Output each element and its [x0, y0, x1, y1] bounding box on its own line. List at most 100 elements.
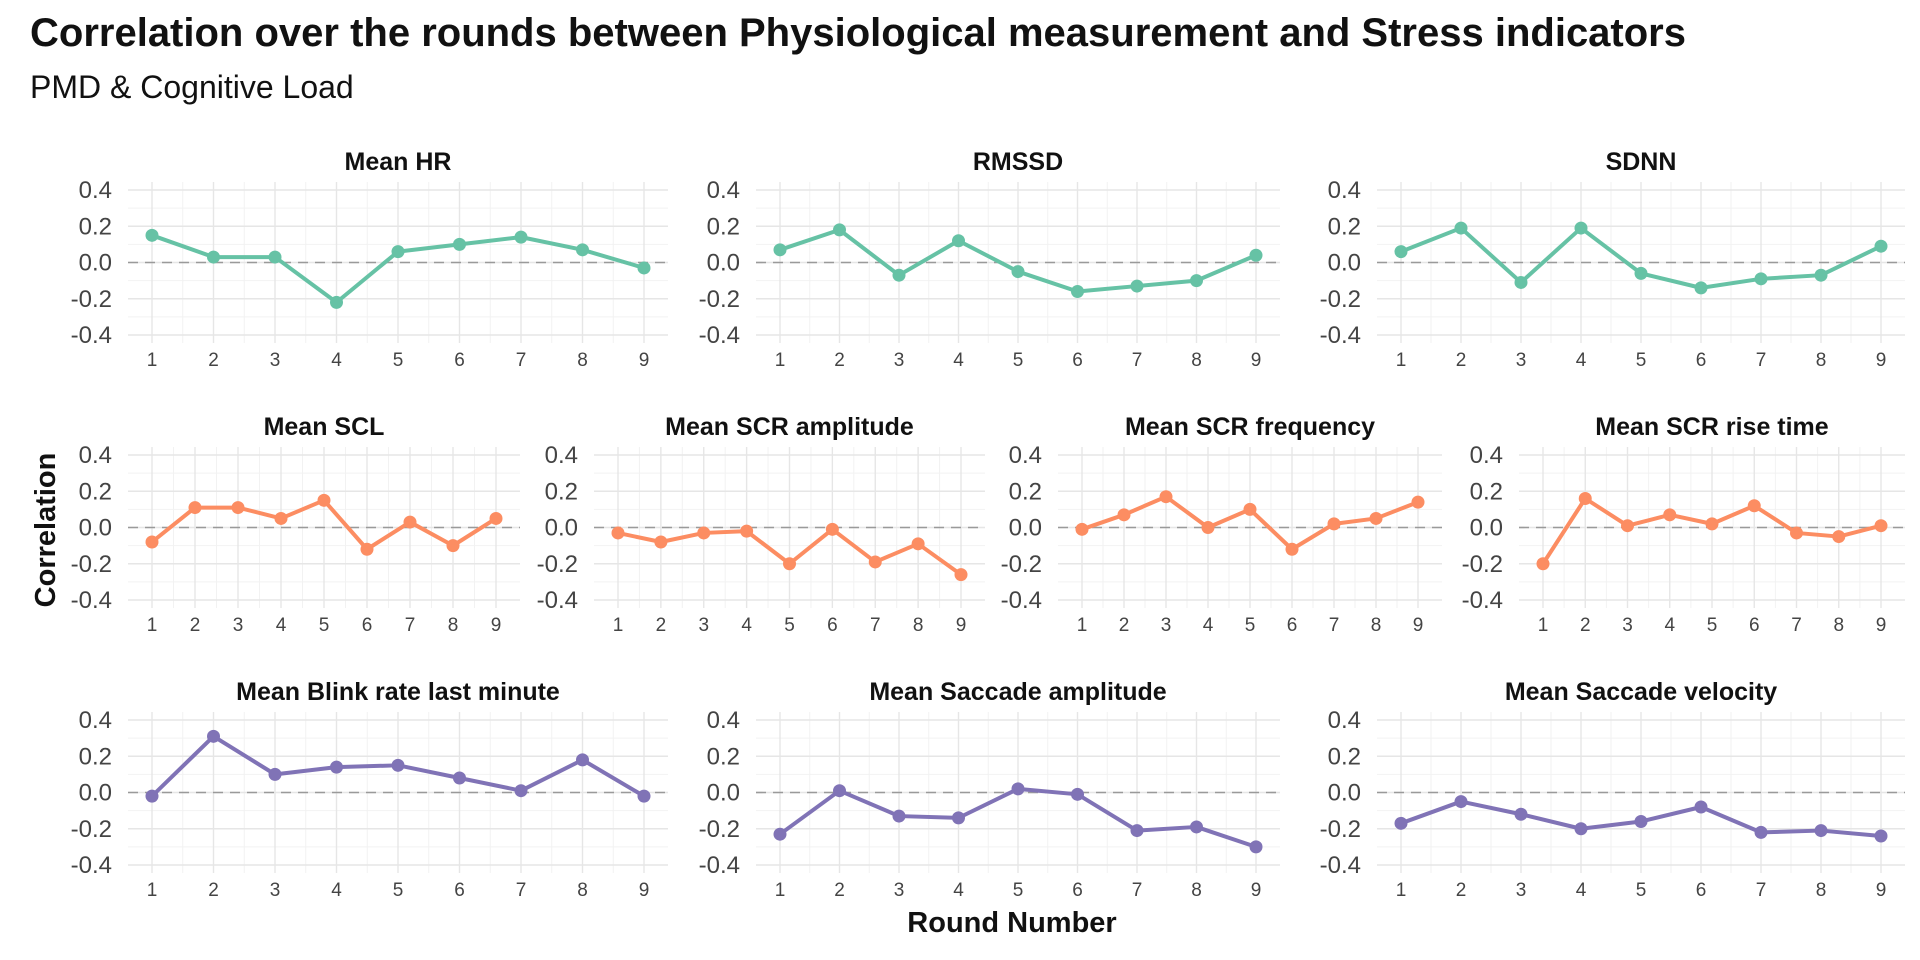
data-point — [833, 784, 846, 798]
y-tick-label: 0.0 — [707, 250, 740, 277]
x-tick-label: 1 — [775, 880, 786, 901]
data-point — [403, 515, 417, 529]
x-tick-label: 5 — [1636, 350, 1647, 371]
data-point — [514, 230, 528, 244]
data-point — [514, 784, 528, 798]
panel-mean-blink-rate-last-minute: Mean Blink rate last minute 0.4 0.2 0.0 -0.2… — [71, 678, 668, 901]
x-tick-label: 4 — [1576, 350, 1587, 371]
data-point — [145, 535, 159, 549]
x-tick-label: 3 — [1516, 880, 1527, 901]
data-point — [1071, 285, 1084, 298]
data-point — [1874, 519, 1888, 533]
x-tick-label: 7 — [1329, 615, 1340, 636]
x-tick-label: 5 — [784, 615, 795, 636]
data-point — [1071, 787, 1084, 801]
x-tick-label: 9 — [639, 880, 650, 901]
x-tick-label: 4 — [1576, 880, 1587, 901]
x-tick-label: 7 — [405, 615, 416, 636]
y-tick-label: 0.2 — [1328, 743, 1361, 770]
panel-title: Mean SCR rise time — [1595, 413, 1829, 441]
data-point — [1578, 492, 1592, 505]
y-tick-label: -0.2 — [1320, 286, 1361, 313]
x-tick-label: 9 — [491, 615, 502, 636]
data-point — [1514, 275, 1528, 289]
x-tick-label: 7 — [1756, 880, 1767, 901]
y-tick-label: 0.4 — [707, 177, 740, 204]
data-point — [833, 223, 846, 237]
x-tick-label: 2 — [208, 880, 219, 901]
data-point — [1621, 519, 1634, 533]
x-tick-label: 8 — [1371, 615, 1382, 636]
y-tick-label: 0.2 — [79, 213, 112, 240]
y-tick-label: -0.4 — [699, 852, 740, 879]
y-axis-title: Correlation — [30, 453, 62, 608]
data-point — [952, 811, 965, 825]
y-tick-label: -0.2 — [1462, 551, 1503, 578]
x-tick-label: 2 — [1119, 615, 1130, 636]
x-tick-label: 3 — [894, 880, 905, 901]
x-tick-label: 6 — [1696, 880, 1707, 901]
chart-title: Correlation over the rounds between Phys… — [30, 11, 1686, 55]
y-tick-label: -0.2 — [699, 816, 740, 843]
data-point — [1874, 239, 1888, 253]
panel-title: Mean SCR frequency — [1125, 413, 1375, 441]
data-point — [892, 268, 906, 282]
panel-mean-saccade-velocity: Mean Saccade velocity 0.4 0.2 0.0 -0.2 -0.4 1 2… — [1320, 678, 1905, 901]
y-tick-label: 0.0 — [1328, 780, 1361, 807]
data-point — [954, 568, 968, 582]
data-point — [1874, 829, 1888, 843]
x-tick-label: 2 — [656, 615, 667, 636]
x-tick-label: 7 — [1791, 615, 1802, 636]
y-tick-label: 0.2 — [545, 478, 578, 505]
panel-mean-saccade-amplitude: Mean Saccade amplitude 0.4 0.2 0.0 -0.2 -0.4 1… — [699, 678, 1280, 901]
y-tick-label: 0.4 — [79, 707, 112, 734]
data-point — [1790, 526, 1803, 540]
x-tick-label: 5 — [393, 880, 404, 901]
y-tick-label: -0.4 — [71, 322, 112, 349]
y-tick-label: 0.0 — [1328, 250, 1361, 277]
x-tick-label: 5 — [319, 615, 330, 636]
data-point — [740, 524, 754, 538]
x-tick-label: 5 — [1013, 880, 1024, 901]
x-tick-label: 9 — [956, 615, 967, 636]
y-tick-label: 0.4 — [79, 442, 112, 469]
data-point — [1454, 221, 1468, 235]
data-point — [654, 535, 668, 549]
panel-title: RMSSD — [973, 148, 1063, 176]
x-tick-label: 6 — [362, 615, 373, 636]
data-point — [911, 537, 925, 551]
y-tick-label: 0.4 — [1328, 707, 1361, 734]
y-tick-label: -0.2 — [699, 286, 740, 313]
data-point — [1190, 274, 1203, 288]
y-tick-label: 0.0 — [1009, 515, 1042, 542]
x-tick-label: 1 — [147, 880, 158, 901]
panel-title: Mean HR — [345, 148, 452, 176]
data-point — [1634, 266, 1648, 280]
data-point — [1754, 272, 1768, 286]
panels: Mean HR 0.4 0.2 0.0 -0.2 -0.4 1 2 3 4 5 6 7 8 9 RMSSD 0.… — [71, 148, 1905, 901]
x-tick-label: 9 — [1876, 350, 1887, 371]
x-tick-label: 9 — [1251, 880, 1262, 901]
y-tick-label: 0.2 — [79, 743, 112, 770]
data-point — [489, 511, 503, 525]
data-point — [783, 557, 796, 571]
x-tick-label: 3 — [1622, 615, 1633, 636]
x-tick-label: 8 — [448, 615, 459, 636]
panel-mean-scr-amplitude: Mean SCR amplitude 0.4 0.2 0.0 -0.2 -0.4 1 2 3 4 5… — [537, 413, 985, 636]
data-point — [1394, 816, 1408, 830]
x-tick-label: 3 — [894, 350, 905, 371]
panel-mean-scl: Mean SCL 0.4 0.2 0.0 -0.2 -0.4 1 2 3 4 5 6 7 8 9 — [71, 413, 520, 636]
panel-mean-scr-frequency: Mean SCR frequency 0.4 0.2 0.0 -0.2 -0.4 1 2 3 4 5… — [1001, 413, 1442, 636]
x-tick-label: 7 — [870, 615, 881, 636]
x-tick-label: 1 — [1538, 615, 1549, 636]
panel-title: Mean SCR amplitude — [665, 413, 914, 441]
data-point — [1705, 517, 1719, 531]
data-point — [1663, 508, 1677, 522]
x-tick-label: 6 — [827, 615, 838, 636]
data-point — [268, 767, 282, 781]
y-tick-label: 0.0 — [79, 250, 112, 277]
x-tick-label: 4 — [1203, 615, 1214, 636]
data-point — [188, 501, 202, 515]
x-tick-label: 2 — [208, 350, 219, 371]
data-point — [391, 758, 405, 772]
